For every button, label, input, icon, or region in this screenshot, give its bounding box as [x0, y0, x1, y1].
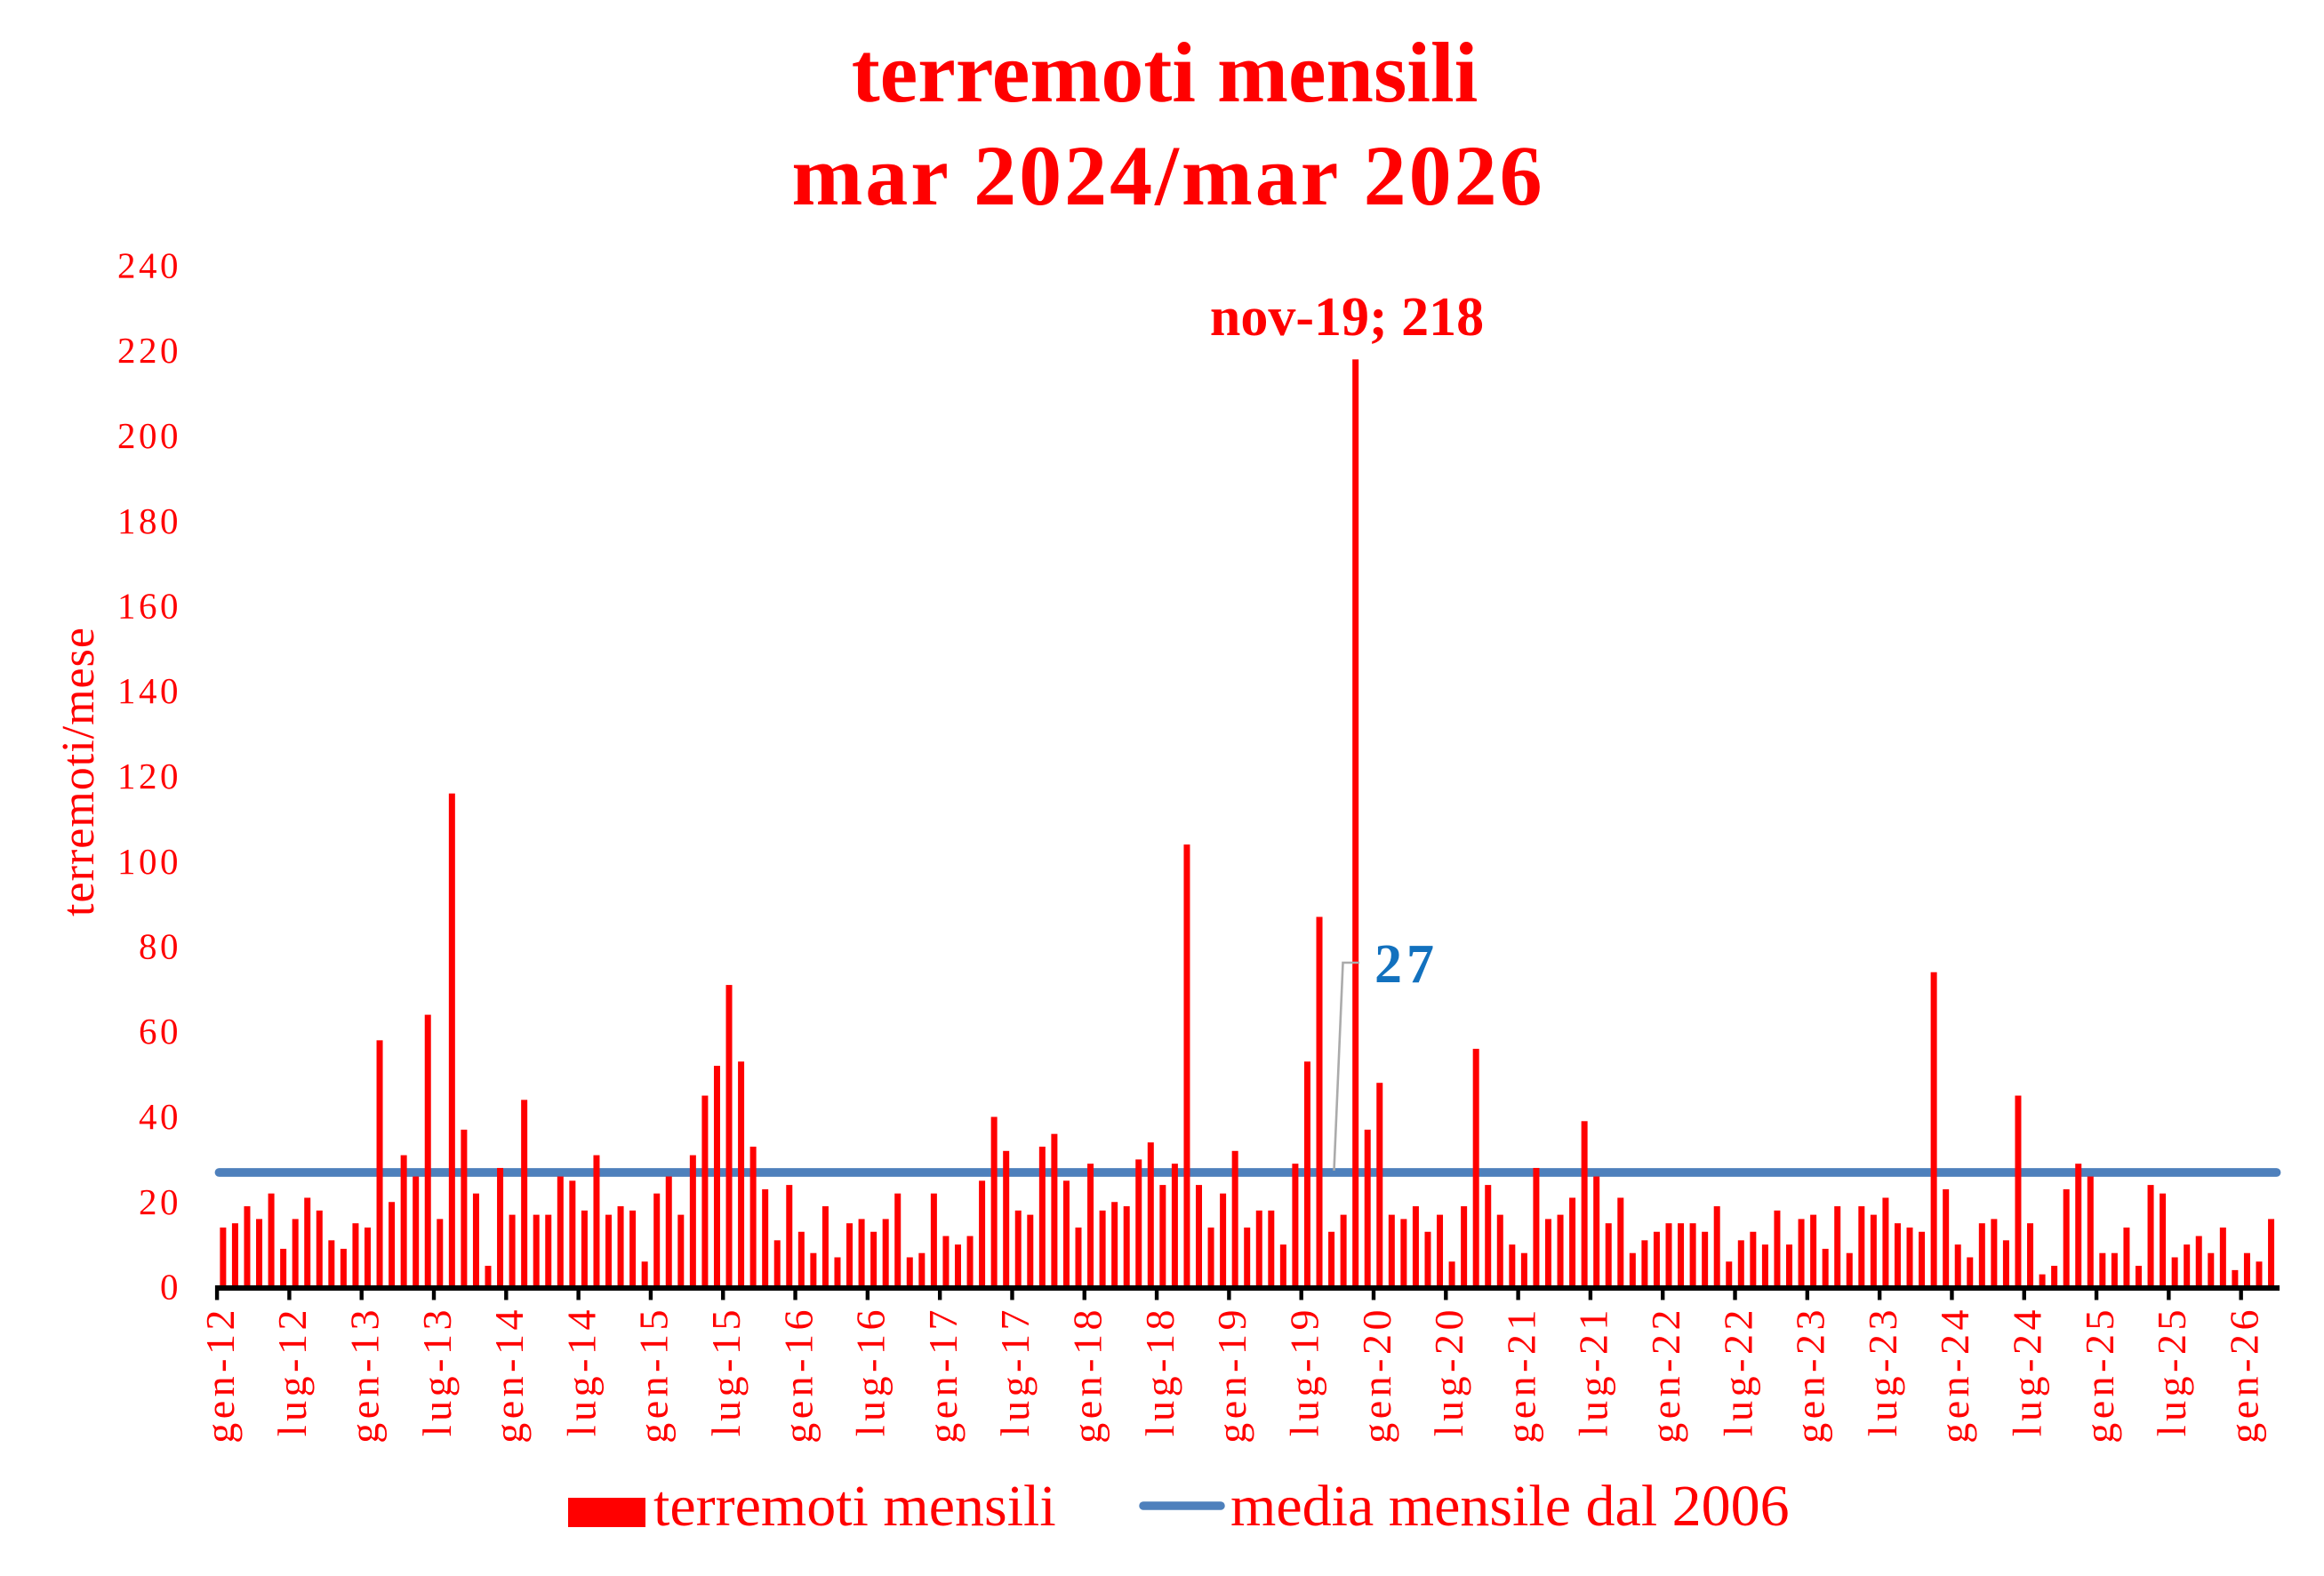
svg-text:gen-21: gen-21 [1498, 1306, 1543, 1444]
svg-text:40: 40 [139, 1096, 181, 1137]
svg-text:lug-23: lug-23 [1860, 1306, 1905, 1436]
svg-text:160: 160 [117, 586, 181, 627]
svg-text:240: 240 [117, 245, 181, 286]
svg-text:lug-14: lug-14 [558, 1306, 604, 1436]
svg-text:gen-19: gen-19 [1209, 1306, 1254, 1444]
svg-text:gen-18: gen-18 [1065, 1306, 1110, 1444]
svg-text:lug-15: lug-15 [703, 1306, 749, 1436]
svg-text:60: 60 [139, 1011, 181, 1052]
svg-text:220: 220 [117, 330, 181, 371]
svg-text:gen-23: gen-23 [1788, 1306, 1833, 1444]
svg-text:120: 120 [117, 756, 181, 796]
svg-text:gen-22: gen-22 [1643, 1306, 1688, 1444]
svg-text:gen-26: gen-26 [2221, 1306, 2266, 1444]
svg-text:lug-19: lug-19 [1282, 1306, 1327, 1436]
svg-text:gen-13: gen-13 [342, 1306, 388, 1444]
svg-text:lug-17: lug-17 [992, 1306, 1038, 1436]
svg-text:27: 27 [1374, 934, 1438, 995]
svg-text:20: 20 [139, 1181, 181, 1222]
svg-text:gen-20: gen-20 [1354, 1306, 1399, 1444]
svg-text:gen-16: gen-16 [775, 1306, 821, 1444]
svg-text:lug-21: lug-21 [1571, 1306, 1616, 1436]
svg-text:mar 2024/mar 2026: mar 2024/mar 2026 [791, 128, 1544, 223]
svg-text:terremoti mensili: terremoti mensili [653, 1474, 1056, 1539]
svg-text:gen-15: gen-15 [631, 1306, 677, 1444]
svg-text:lug-22: lug-22 [1715, 1306, 1760, 1436]
svg-text:100: 100 [117, 841, 181, 882]
svg-text:200: 200 [117, 415, 181, 456]
svg-text:lug-18: lug-18 [1137, 1306, 1182, 1436]
svg-text:media mensile dal 2006: media mensile dal 2006 [1230, 1474, 1790, 1539]
svg-text:gen-24: gen-24 [1932, 1306, 1977, 1444]
svg-text:lug-25: lug-25 [2149, 1306, 2194, 1436]
svg-text:lug-12: lug-12 [269, 1306, 315, 1436]
svg-text:terremoti mensili: terremoti mensili [852, 25, 1479, 120]
svg-text:gen-14: gen-14 [486, 1306, 532, 1444]
svg-text:gen-12: gen-12 [197, 1306, 243, 1444]
svg-text:lug-20: lug-20 [1426, 1306, 1471, 1436]
svg-text:lug-24: lug-24 [2005, 1306, 2050, 1436]
svg-text:lug-13: lug-13 [414, 1306, 460, 1436]
svg-text:140: 140 [117, 670, 181, 711]
svg-text:terremoti/mese: terremoti/mese [53, 627, 104, 916]
svg-text:gen-25: gen-25 [2077, 1306, 2122, 1444]
svg-text:lug-16: lug-16 [848, 1306, 894, 1436]
svg-text:0: 0 [160, 1267, 181, 1308]
svg-text:gen-17: gen-17 [920, 1306, 966, 1444]
svg-text:nov-19; 218: nov-19; 218 [1210, 287, 1484, 348]
svg-text:180: 180 [117, 500, 181, 541]
svg-text:80: 80 [139, 926, 181, 967]
